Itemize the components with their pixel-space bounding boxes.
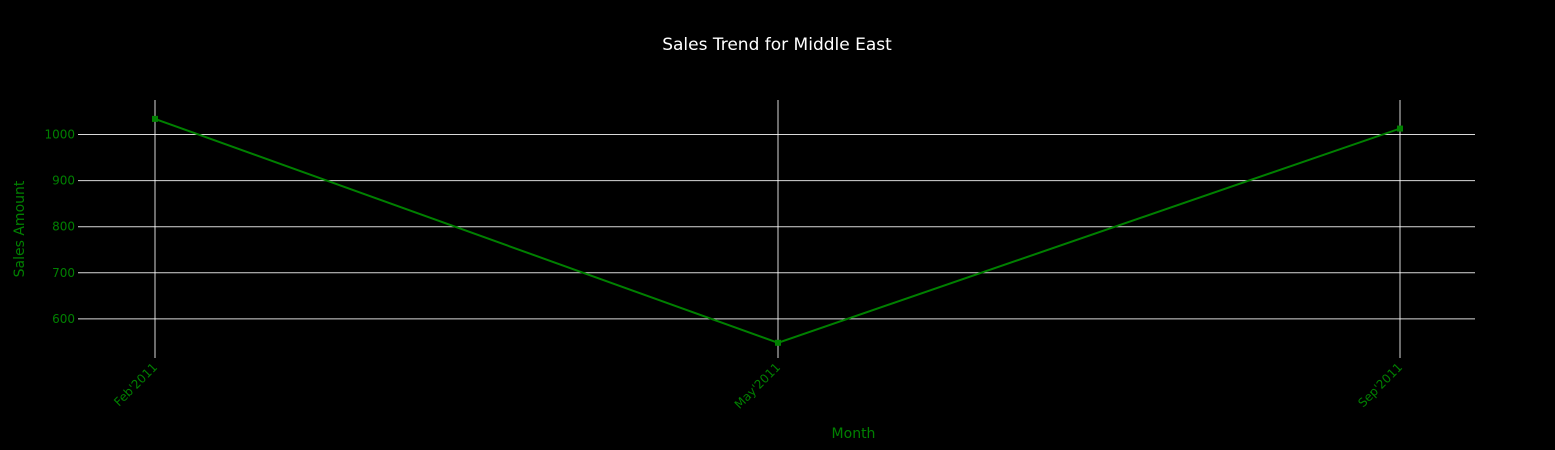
x-tick-labels: Feb'2011 May'2011 Sep'2011 xyxy=(111,360,1405,411)
x-axis-title: Month xyxy=(832,426,876,442)
data-point-marker xyxy=(1397,125,1403,132)
chart-title: Sales Trend for Middle East xyxy=(662,35,892,55)
data-point-marker xyxy=(775,339,781,346)
y-tick-label: 700 xyxy=(52,266,75,280)
x-tick-label: May'2011 xyxy=(732,360,783,411)
y-tick-label: 600 xyxy=(52,312,75,326)
x-gridlines xyxy=(154,100,1401,358)
y-gridlines xyxy=(78,134,1475,320)
data-point-marker xyxy=(152,115,158,122)
series-layer xyxy=(152,115,1403,346)
x-tick-label: Feb'2011 xyxy=(111,360,160,409)
y-tick-label: 900 xyxy=(52,174,75,188)
x-tick-label: Sep'2011 xyxy=(1355,360,1405,410)
y-tick-label: 800 xyxy=(52,220,75,234)
y-tick-label: 1000 xyxy=(44,128,75,142)
y-tick-labels: 600 700 800 900 1000 xyxy=(44,128,75,326)
y-axis-title: Sales Amount xyxy=(12,180,28,277)
